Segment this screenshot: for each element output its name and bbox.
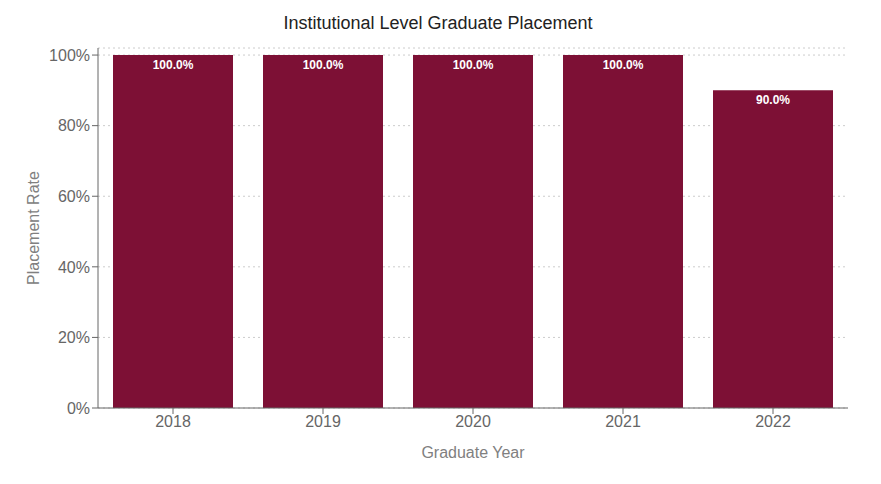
svg-text:100.0%: 100.0%: [453, 58, 494, 72]
svg-text:2018: 2018: [155, 413, 191, 430]
svg-text:60%: 60%: [58, 188, 90, 205]
svg-text:100%: 100%: [49, 47, 90, 64]
svg-text:Graduate Year: Graduate Year: [421, 444, 525, 461]
svg-text:2020: 2020: [455, 413, 491, 430]
svg-text:0%: 0%: [67, 400, 90, 417]
svg-text:2021: 2021: [605, 413, 641, 430]
svg-text:100.0%: 100.0%: [603, 58, 644, 72]
svg-text:90.0%: 90.0%: [756, 93, 790, 107]
svg-text:2019: 2019: [305, 413, 341, 430]
svg-text:80%: 80%: [58, 117, 90, 134]
svg-text:20%: 20%: [58, 329, 90, 346]
html-text:Institutional Level Graduate P: Institutional Level Graduate Placement: [283, 13, 593, 33]
svg-text:40%: 40%: [58, 259, 90, 276]
svg-text:100.0%: 100.0%: [153, 58, 194, 72]
svg-text:2022: 2022: [755, 413, 791, 430]
svg-text:Placement Rate: Placement Rate: [25, 171, 42, 285]
svg-text:100.0%: 100.0%: [303, 58, 344, 72]
